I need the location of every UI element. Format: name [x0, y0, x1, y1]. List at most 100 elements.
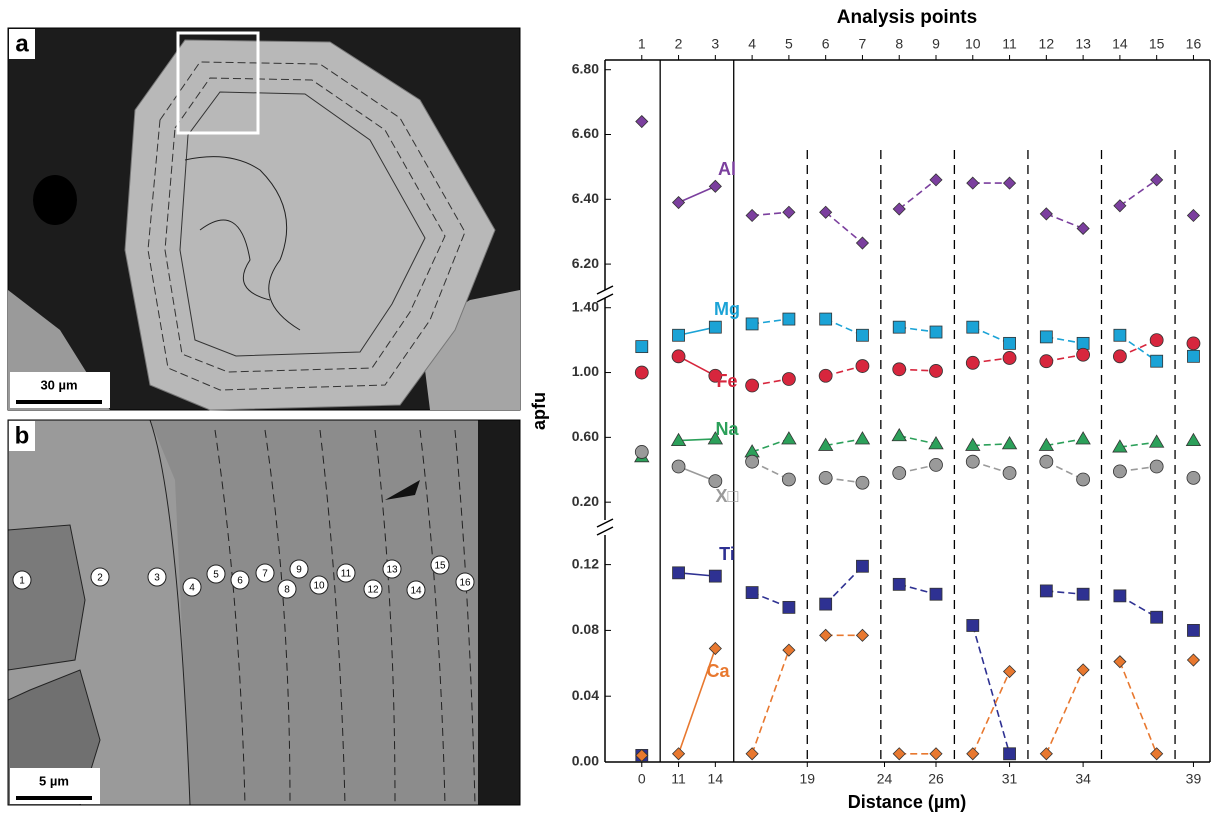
- point-marker: [206, 564, 226, 584]
- series-label: Fe: [716, 371, 737, 391]
- data-point: [1002, 664, 1017, 679]
- series-line: [972, 625, 1011, 754]
- point-label: 4: [189, 583, 195, 594]
- x-tick-label: 12: [1039, 36, 1055, 52]
- data-point: [965, 437, 981, 451]
- data-point: [1185, 432, 1202, 446]
- scale-bar-label: 5 µm: [39, 773, 69, 788]
- x-tick-label: 7: [859, 36, 867, 52]
- data-point: [708, 474, 723, 489]
- data-point: [1186, 336, 1201, 351]
- series-line: [899, 434, 937, 445]
- x2-tick-label: 14: [708, 771, 724, 787]
- x-axis-label: Distance (µm): [848, 792, 966, 812]
- point-label: 14: [410, 586, 422, 597]
- point-label: 7: [262, 569, 268, 580]
- data-point: [1075, 431, 1091, 445]
- data-point: [1112, 464, 1127, 479]
- point-label: 13: [386, 565, 398, 576]
- data-point: [892, 320, 906, 334]
- data-point: [745, 586, 759, 599]
- data-point: [892, 362, 907, 377]
- series-label: Ti: [719, 544, 735, 564]
- y-tick-label: 0.04: [572, 687, 599, 703]
- data-point: [1187, 624, 1200, 637]
- point-marker: [455, 572, 475, 592]
- data-point: [854, 431, 871, 445]
- x-tick-label: 4: [748, 36, 756, 52]
- point-marker: [230, 570, 250, 590]
- panel-label: a: [15, 30, 29, 57]
- data-point: [966, 176, 980, 190]
- x-tick-label: 6: [822, 36, 830, 52]
- chart-title: Analysis points: [837, 7, 977, 28]
- point-marker: [406, 580, 426, 600]
- data-point: [929, 587, 943, 601]
- data-point: [1149, 333, 1164, 348]
- data-point: [1039, 747, 1053, 761]
- point-label: 2: [97, 573, 103, 584]
- data-point: [635, 340, 649, 354]
- x-tick-label: 15: [1149, 36, 1165, 52]
- data-point: [745, 208, 759, 223]
- data-point: [782, 205, 796, 219]
- data-point: [966, 619, 980, 632]
- data-point: [819, 205, 833, 219]
- series-line: [752, 211, 789, 217]
- data-point: [1113, 655, 1127, 669]
- y-tick-label: 6.40: [572, 190, 599, 206]
- series-line: [1119, 179, 1158, 207]
- data-point: [1150, 354, 1164, 368]
- point-label: 12: [367, 585, 379, 596]
- data-point: [1076, 347, 1091, 362]
- y-tick-label: 0.60: [572, 428, 599, 444]
- x-tick-label: 9: [932, 36, 940, 52]
- point-marker: [255, 563, 275, 583]
- x-tick-label: 11: [1002, 36, 1017, 52]
- y-tick-label: 1.40: [572, 298, 599, 314]
- data-point: [1002, 176, 1017, 190]
- data-point: [1113, 328, 1127, 342]
- image-b: [8, 420, 520, 805]
- data-point: [1186, 208, 1201, 223]
- data-point: [855, 475, 870, 490]
- data-point: [745, 378, 760, 393]
- data-point: [856, 328, 869, 342]
- x2-tick-label: 0: [638, 771, 646, 787]
- data-point: [670, 432, 687, 446]
- data-point: [1112, 439, 1128, 453]
- data-point: [1186, 653, 1201, 667]
- data-point: [1148, 434, 1165, 448]
- data-point: [892, 466, 907, 480]
- point-label: 15: [434, 561, 446, 572]
- data-point: [671, 459, 686, 474]
- data-point: [1149, 459, 1164, 474]
- series-line: [678, 438, 716, 442]
- scale-bar-label: 30 µm: [40, 377, 77, 392]
- point-marker: [382, 559, 402, 579]
- data-point: [781, 472, 796, 487]
- point-marker: [289, 559, 309, 579]
- data-point: [745, 454, 760, 469]
- data-point: [1113, 199, 1127, 213]
- point-marker: [12, 570, 32, 590]
- y-tick-label: 0.12: [572, 555, 599, 571]
- data-point: [1003, 747, 1016, 761]
- data-point: [634, 445, 649, 459]
- series-line: [751, 649, 790, 755]
- point-marker: [147, 567, 167, 587]
- x2-tick-label: 11: [671, 771, 686, 787]
- point-label: 5: [213, 570, 219, 581]
- data-point: [708, 569, 722, 583]
- data-point: [929, 173, 943, 187]
- series-label: Al: [718, 159, 736, 179]
- data-point: [855, 359, 870, 373]
- data-point: [1187, 349, 1200, 363]
- data-point: [929, 364, 943, 378]
- data-point: [672, 328, 685, 342]
- data-point: [1076, 221, 1090, 236]
- y-tick-label: 0.00: [572, 753, 599, 769]
- data-point: [892, 747, 906, 761]
- x-tick-label: 13: [1075, 36, 1091, 52]
